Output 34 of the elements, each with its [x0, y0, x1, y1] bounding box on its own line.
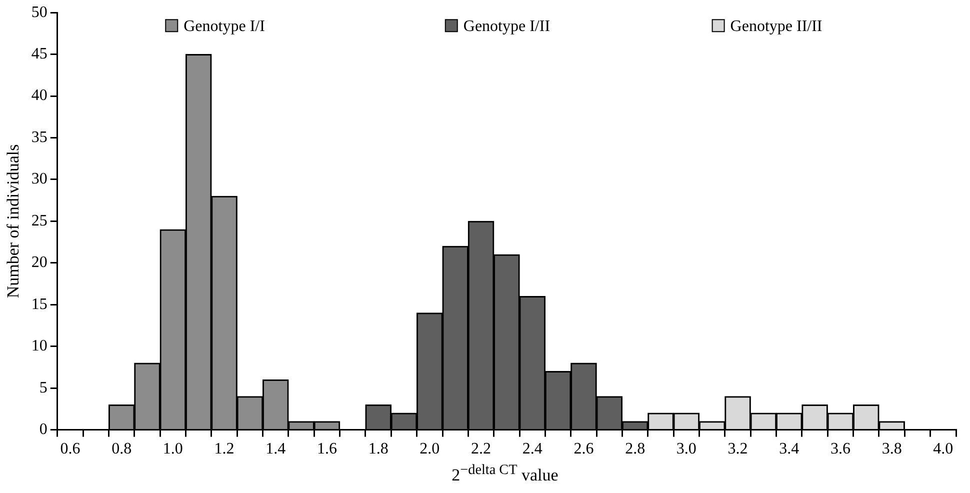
x-tick-label: 2.0	[420, 440, 440, 458]
x-tick-label: 1.2	[214, 440, 234, 458]
x-tick-label: 3.0	[676, 440, 696, 458]
y-tick-label: 20	[31, 254, 48, 272]
y-tick-label: 40	[31, 87, 48, 104]
x-tick-label: 3.4	[779, 440, 800, 458]
x-tick-label: 0.8	[112, 440, 132, 458]
x-tick-label: 3.8	[882, 440, 902, 458]
y-tick-label: 25	[31, 212, 48, 230]
y-tick-label: 35	[31, 128, 48, 146]
x-tick-label: 1.6	[316, 440, 337, 458]
x-tick-label: 2.8	[625, 440, 646, 458]
y-tick-label: 5	[39, 379, 48, 396]
x-tick-label: 0.6	[60, 440, 80, 458]
x-tick-label: 2.6	[574, 440, 594, 458]
y-axis-title: Number of individuals	[4, 144, 23, 298]
legend-label: Genotype I/II	[463, 18, 550, 35]
x-tick-label: 1.8	[368, 440, 388, 458]
legend-label: Genotype I/I	[184, 18, 265, 35]
y-tick-label: 15	[31, 296, 48, 313]
x-tick-label: 3.6	[830, 440, 850, 458]
x-tick-label: 1.4	[266, 440, 286, 458]
x-axis-title: 2$^{−delta CT}$ value	[450, 462, 560, 486]
y-tick-label: 0	[39, 421, 48, 438]
y-tick-label: 45	[31, 46, 48, 63]
x-tick-label: 2.4	[522, 440, 542, 458]
y-tick-label: 10	[31, 338, 48, 355]
x-tick-label: 3.2	[728, 440, 748, 458]
legend-label: Genotype II/II	[730, 18, 822, 35]
x-tick-label: 2.2	[471, 440, 492, 458]
y-tick-label: 30	[31, 170, 48, 188]
x-tick-label: 4.0	[933, 440, 954, 458]
y-tick-label: 50	[31, 4, 48, 21]
x-tick-label: 1.0	[162, 440, 183, 458]
